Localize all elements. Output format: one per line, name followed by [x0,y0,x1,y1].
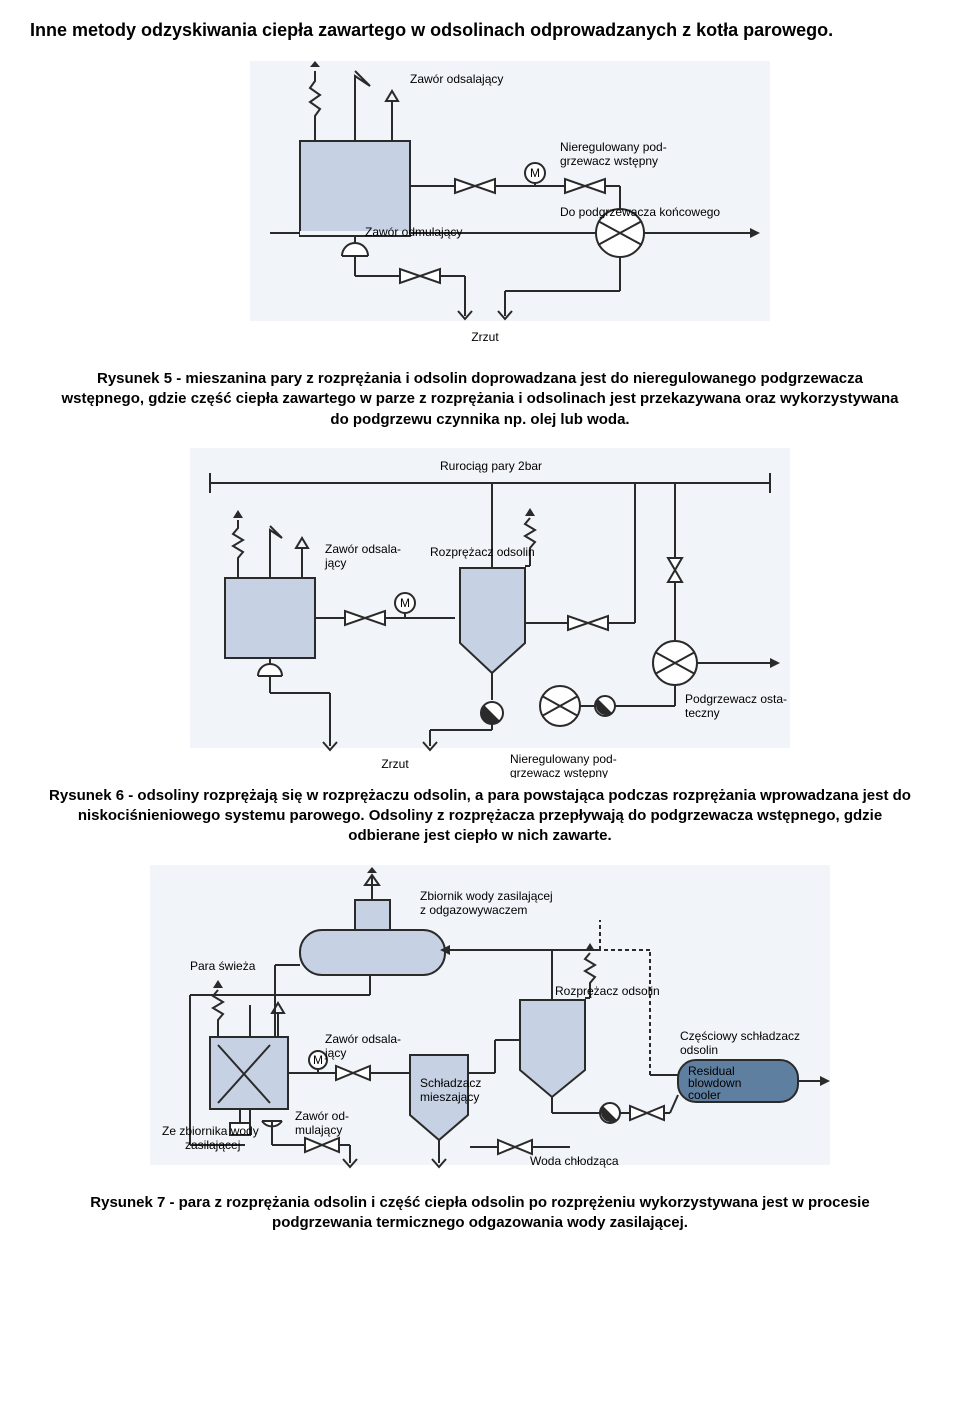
label-niereg-pod-1-6: Nieregulowany pod- [510,752,617,766]
svg-text:M: M [530,166,540,180]
figure-7-caption: Rysunek 7 - para z rozprężania odsolin i… [60,1193,900,1234]
label-zrzut6: Zrzut [381,757,409,771]
page-title: Inne metody odzyskiwania ciepła zawarteg… [30,20,930,41]
label-niereg-pod-1: Nieregulowany pod- [560,140,667,154]
label-zawor-odsala: Zawór odsalający [410,72,503,86]
figure-7: Para świeża M Residual blowdown cooler [30,865,930,1234]
figure-6-caption: Rysunek 6 - odsoliny rozprężają się w ro… [40,786,920,847]
figure-6-svg: Rurociąg pary 2bar M [130,448,830,778]
label-podgrz-ost-2: teczny [685,706,720,720]
figure-6: Rurociąg pary 2bar M [30,448,930,847]
label-zawor-odsala-1: Zawór odsala- [325,542,401,556]
label-do-pod: Do podgrzewacza końcowego [560,205,720,219]
label-para-swieza: Para świeża [190,959,256,973]
svg-text:M: M [313,1053,323,1067]
label-zawor-odmul-1: Zawór od- [295,1109,349,1123]
label-zbiornik-2: z odgazowywaczem [420,903,527,917]
figure-5-caption: Rysunek 5 - mieszanina pary z rozprężani… [60,369,900,430]
label-schladzacz-2: mieszający [420,1090,479,1104]
figure-5-svg: M Zawór odsalający Nieregulowany pod- gr… [160,61,800,361]
label-ze-zb-2: zasilającej [185,1138,240,1152]
label-zrzut: Zrzut [471,330,499,344]
label-ze-zb-1: Ze zbiornika wody [162,1124,259,1138]
label-zbiornik-1: Zbiornik wody zasilającej [420,889,553,903]
label-woda-chl: Woda chłodząca [530,1154,619,1168]
label-czesciowy-2: odsolin [680,1043,718,1057]
label-niereg-pod-2-6: grzewacz wstępny [510,766,608,778]
figure-5: M Zawór odsalający Nieregulowany pod- gr… [30,61,930,430]
label-zawor-odmul: Zawór odmulający [365,225,462,239]
label-schladzacz-1: Schładzacz [420,1076,481,1090]
label-czesciowy-1: Częściowy schładzacz [680,1029,800,1043]
label-rurociag: Rurociąg pary 2bar [440,459,542,473]
label-rozprez-7: Rozprężacz odsolin [555,984,660,998]
label-rozprez: Rozprężacz odsolin [430,545,535,559]
figure-7-svg: Para świeża M Residual blowdown cooler [100,865,860,1185]
label-podgrz-ost-1: Podgrzewacz osta- [685,692,787,706]
svg-text:M: M [400,596,410,610]
label-niereg-pod-2: grzewacz wstępny [560,154,658,168]
label-residual-3: cooler [688,1088,721,1102]
label-zawor-ods-7-2: jący [324,1046,346,1060]
label-zawor-odsala-2: jący [324,556,346,570]
label-zawor-odmul-2: mulający [295,1123,342,1137]
label-zawor-ods-7-1: Zawór odsala- [325,1032,401,1046]
